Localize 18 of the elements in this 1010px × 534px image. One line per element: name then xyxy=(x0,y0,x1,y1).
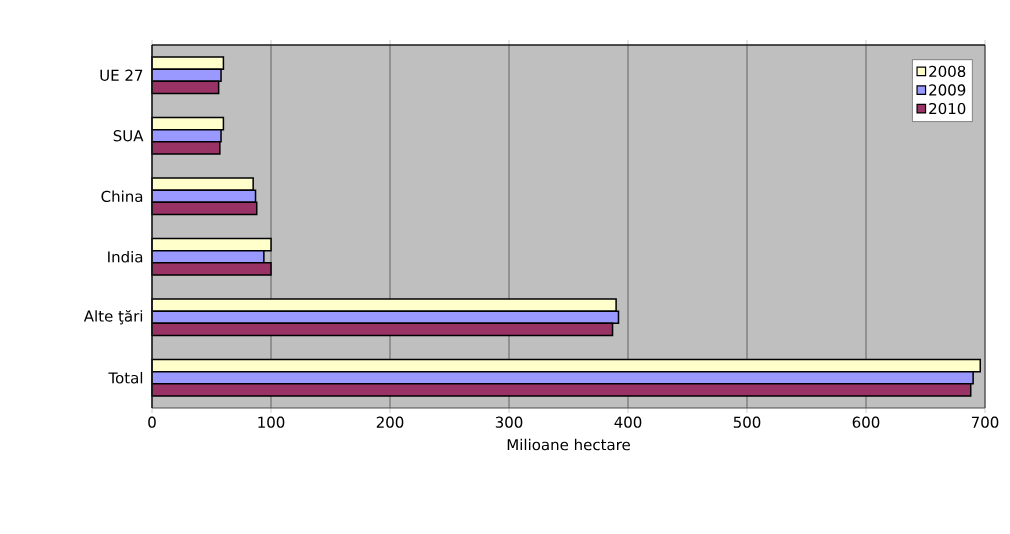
y-tick-label: Alte ţări xyxy=(83,310,143,325)
x-tick-label: 0 xyxy=(148,416,156,428)
x-tick-label: 500 xyxy=(733,416,761,428)
x-tick-label: 700 xyxy=(971,416,999,428)
legend-label: 2010 xyxy=(929,102,966,115)
legend-label: 2009 xyxy=(929,84,966,96)
x-tick-label: 100 xyxy=(258,416,285,428)
x-tick-label: 600 xyxy=(852,416,880,428)
x-tick-label: 200 xyxy=(376,416,404,428)
y-tick-label: China xyxy=(101,190,143,203)
y-tick-label: Total xyxy=(108,371,143,384)
x-tick-label: 300 xyxy=(495,416,523,428)
legend-label: 2008 xyxy=(929,65,966,78)
y-tick-label: India xyxy=(108,250,143,263)
y-tick-label: SUA xyxy=(113,130,144,142)
x-tick-label: 400 xyxy=(614,416,642,428)
x-axis-title: Milioane hectare xyxy=(507,438,630,451)
y-tick-label: UE 27 xyxy=(100,69,143,81)
